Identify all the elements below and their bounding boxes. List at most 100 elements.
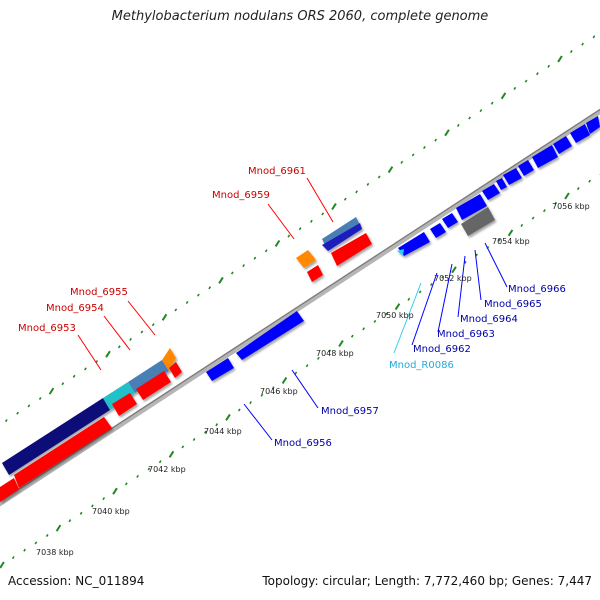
gene-red-6[interactable] bbox=[307, 265, 323, 282]
minor-tick bbox=[536, 72, 539, 76]
scale-label: 7046 kbp bbox=[260, 387, 298, 396]
minor-tick bbox=[16, 411, 19, 415]
gene-red-1[interactable] bbox=[0, 478, 19, 502]
minor-tick bbox=[490, 101, 494, 105]
label-mnod-6965[interactable]: Mnod_6965 bbox=[484, 299, 542, 310]
major-tick bbox=[387, 166, 394, 174]
minor-tick bbox=[91, 504, 94, 508]
minor-tick bbox=[192, 437, 196, 442]
label-mnod-6959[interactable]: Mnod_6959 bbox=[212, 190, 270, 201]
label-mnod-6962[interactable]: Mnod_6962 bbox=[413, 344, 471, 355]
label-mnod-6963[interactable]: Mnod_6963 bbox=[437, 329, 495, 340]
label-mnod-6953[interactable]: Mnod_6953 bbox=[18, 323, 76, 334]
minor-tick bbox=[430, 282, 433, 287]
major-tick bbox=[338, 340, 344, 348]
scale-label: 7044 kbp bbox=[204, 427, 242, 436]
gene-mnod-6955[interactable] bbox=[128, 360, 169, 393]
gene-blue-8[interactable] bbox=[518, 160, 534, 176]
minor-tick bbox=[362, 327, 365, 331]
minor-tick bbox=[423, 145, 426, 150]
minor-tick bbox=[147, 467, 151, 471]
gene-blue-9[interactable] bbox=[532, 145, 558, 168]
minor-tick bbox=[350, 334, 354, 338]
major-tick bbox=[112, 487, 118, 495]
major-tick bbox=[218, 276, 224, 284]
gene-red-3[interactable] bbox=[112, 393, 137, 416]
minor-tick bbox=[569, 49, 573, 54]
gene-mnod-6956[interactable] bbox=[206, 358, 234, 381]
minor-tick bbox=[181, 445, 185, 449]
gene-blue-6[interactable] bbox=[496, 178, 507, 190]
minor-tick bbox=[581, 42, 584, 46]
gene-mnod-6957[interactable] bbox=[236, 311, 304, 360]
label-mnod-6954[interactable]: Mnod_6954 bbox=[46, 303, 104, 314]
gene-blue-5[interactable] bbox=[482, 184, 500, 200]
label-mnod-6956[interactable]: Mnod_6956 bbox=[274, 438, 332, 449]
gene-red-2[interactable] bbox=[14, 417, 112, 488]
minor-tick bbox=[61, 382, 65, 386]
forward-red-genes bbox=[0, 233, 372, 502]
minor-tick bbox=[418, 290, 422, 294]
minor-tick bbox=[497, 238, 501, 242]
gene-red-5[interactable] bbox=[169, 362, 182, 378]
gene-red-7[interactable] bbox=[331, 233, 372, 266]
gene-blue-2[interactable] bbox=[430, 223, 446, 238]
gene-grey[interactable] bbox=[461, 207, 495, 236]
gene-blue-7[interactable] bbox=[503, 168, 522, 185]
minor-tick bbox=[23, 548, 26, 552]
minor-tick bbox=[249, 401, 252, 405]
gene-mnod-6953[interactable] bbox=[2, 398, 110, 475]
gene-mnod-6959[interactable] bbox=[296, 250, 316, 268]
label-mnod-6961[interactable]: Mnod_6961 bbox=[248, 166, 306, 177]
label-mnod-6957[interactable]: Mnod_6957 bbox=[321, 406, 379, 417]
label-mnod-6964[interactable]: Mnod_6964 bbox=[460, 314, 518, 325]
minor-tick bbox=[34, 541, 38, 545]
gene-blue-12[interactable] bbox=[586, 116, 600, 134]
major-tick bbox=[394, 303, 401, 311]
minor-tick bbox=[124, 482, 128, 486]
minor-tick bbox=[366, 182, 370, 186]
major-tick bbox=[331, 203, 337, 211]
minor-tick bbox=[576, 186, 580, 191]
major-tick bbox=[557, 55, 563, 63]
gene-blue-1[interactable] bbox=[398, 232, 430, 256]
gene-rna-r0086[interactable] bbox=[397, 249, 404, 256]
reverse-genes bbox=[206, 116, 600, 381]
minor-tick bbox=[294, 371, 298, 375]
label-mnod-r0086[interactable]: Mnod_R0086 bbox=[389, 360, 454, 371]
gene-blue-11[interactable] bbox=[570, 124, 590, 143]
minor-tick bbox=[310, 219, 313, 223]
major-tick bbox=[105, 350, 111, 358]
minor-tick bbox=[411, 153, 415, 157]
minor-tick bbox=[468, 116, 471, 120]
minor-tick bbox=[158, 460, 162, 464]
scale-label: 7038 kbp bbox=[36, 548, 74, 557]
minor-tick bbox=[102, 497, 106, 501]
minor-tick bbox=[317, 356, 320, 360]
minor-tick bbox=[129, 337, 132, 341]
gene-mnod-6954[interactable] bbox=[103, 382, 135, 410]
label-mnod-6966[interactable]: Mnod_6966 bbox=[508, 284, 566, 295]
minor-tick bbox=[321, 212, 325, 216]
gene-blue-4[interactable] bbox=[456, 194, 487, 220]
minor-tick bbox=[343, 197, 347, 201]
minor-tick bbox=[253, 256, 257, 260]
gene-red-4[interactable] bbox=[136, 371, 171, 400]
minor-tick bbox=[441, 275, 445, 279]
gene-blue-3[interactable] bbox=[442, 213, 458, 228]
minor-tick bbox=[543, 209, 546, 213]
genome-backbone-highlight bbox=[0, 108, 600, 503]
minor-tick bbox=[384, 312, 388, 316]
topology-text: Topology: circular; Length: 7,772,460 bp… bbox=[262, 574, 592, 588]
gene-mnod-6961-lower[interactable] bbox=[322, 223, 362, 251]
minor-tick bbox=[328, 349, 332, 353]
minor-tick bbox=[264, 249, 268, 253]
major-tick bbox=[168, 450, 175, 458]
minor-tick bbox=[479, 109, 483, 113]
label-mnod-6955[interactable]: Mnod_6955 bbox=[70, 287, 128, 298]
minor-tick bbox=[4, 419, 8, 423]
minor-tick bbox=[242, 264, 245, 268]
gene-blue-10[interactable] bbox=[553, 136, 572, 154]
gene-mnod-6955-tip[interactable] bbox=[162, 348, 176, 371]
